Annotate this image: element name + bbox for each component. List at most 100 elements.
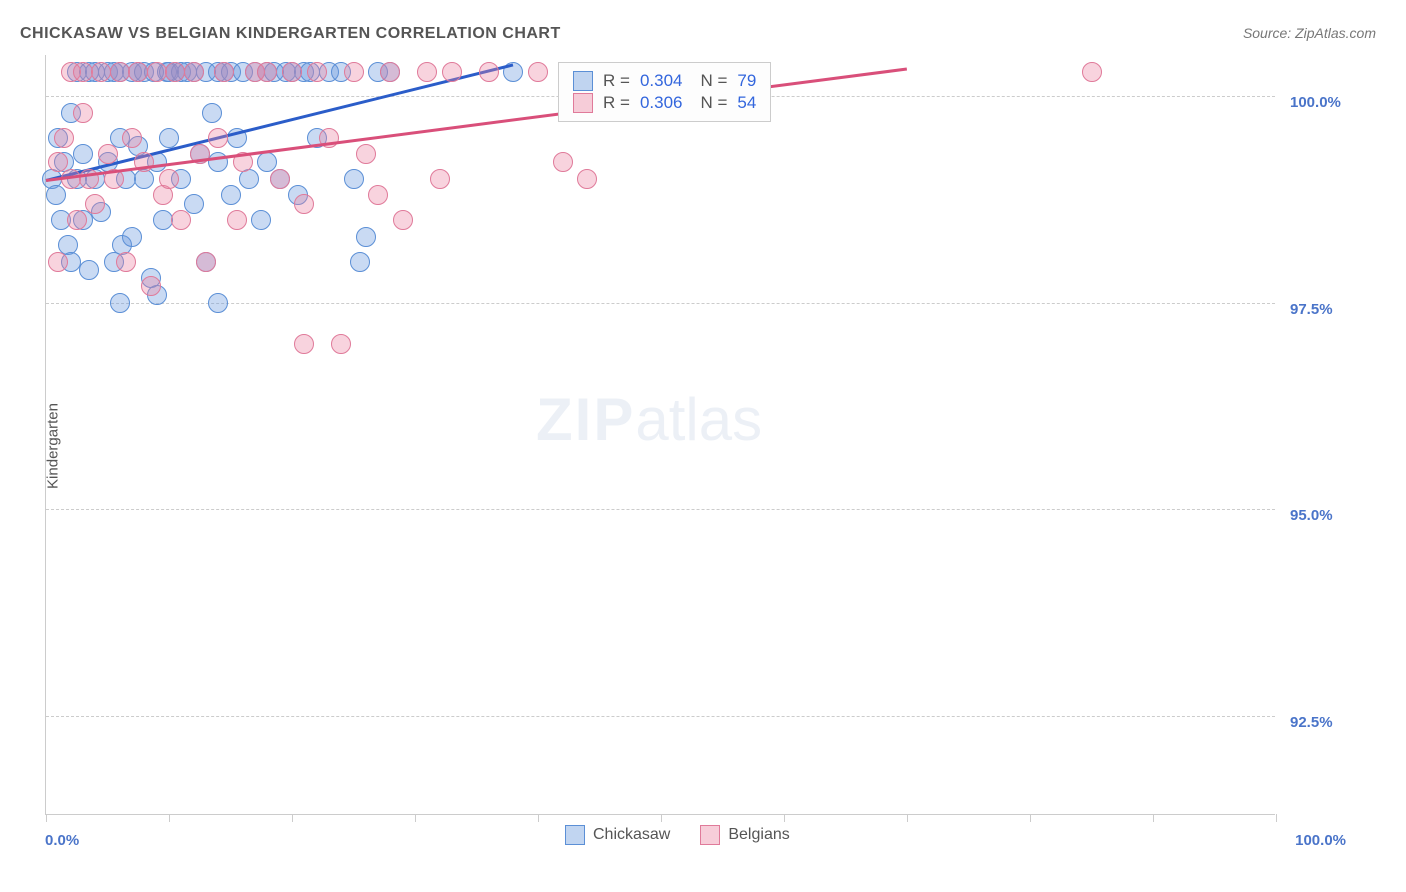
x-tick [907,814,908,822]
data-point [251,210,271,230]
series-swatch [573,93,593,113]
data-point [122,227,142,247]
gridline [46,509,1275,510]
data-point [184,62,204,82]
data-point [73,103,93,123]
data-point [128,62,148,82]
data-point [202,103,222,123]
data-point [528,62,548,82]
gridline [46,303,1275,304]
legend-label: Belgians [728,826,789,844]
x-tick [292,814,293,822]
data-point [67,210,87,230]
data-point [110,62,130,82]
source-label: Source: ZipAtlas.com [1243,25,1376,41]
plot-area: ZIPatlas [45,55,1275,815]
watermark-bold: ZIP [536,386,635,453]
data-point [553,152,573,172]
y-tick-label: 92.5% [1290,714,1333,731]
x-axis-max-label: 100.0% [1295,832,1346,849]
data-point [294,334,314,354]
x-tick [46,814,47,822]
r-value: 0.306 [640,93,683,113]
x-axis-min-label: 0.0% [45,832,79,849]
data-point [79,260,99,280]
data-point [196,252,216,272]
n-label: N = [700,71,727,91]
legend-item: Belgians [700,825,789,845]
data-point [442,62,462,82]
data-point [1082,62,1102,82]
n-value: 54 [737,93,756,113]
data-point [46,185,66,205]
data-point [368,185,388,205]
series-swatch [573,71,593,91]
x-tick [169,814,170,822]
data-point [577,169,597,189]
y-tick-label: 95.0% [1290,507,1333,524]
data-point [116,252,136,272]
data-point [227,210,247,230]
data-point [393,210,413,230]
stats-box: R = 0.304 N = 79 R = 0.306 N = 54 [558,62,771,122]
n-label: N = [700,93,727,113]
chart-title: CHICKASAW VS BELGIAN KINDERGARTEN CORREL… [20,25,561,43]
data-point [380,62,400,82]
data-point [91,62,111,82]
data-point [48,252,68,272]
data-point [73,144,93,164]
data-point [270,169,290,189]
r-value: 0.304 [640,71,683,91]
data-point [356,144,376,164]
data-point [165,62,185,82]
x-tick [1153,814,1154,822]
data-point [153,210,173,230]
y-tick-label: 97.5% [1290,301,1333,318]
stats-row: R = 0.306 N = 54 [573,93,756,113]
data-point [344,169,364,189]
watermark: ZIPatlas [536,385,762,454]
data-point [208,293,228,313]
r-label: R = [603,93,630,113]
legend-item: Chickasaw [565,825,670,845]
legend-swatch [565,825,585,845]
x-tick [661,814,662,822]
x-tick [415,814,416,822]
y-tick-label: 100.0% [1290,94,1341,111]
data-point [159,128,179,148]
n-value: 79 [737,71,756,91]
gridline [46,716,1275,717]
data-point [184,194,204,214]
data-point [417,62,437,82]
data-point [257,62,277,82]
data-point [479,62,499,82]
data-point [294,194,314,214]
data-point [307,62,327,82]
data-point [98,144,118,164]
x-tick [1030,814,1031,822]
data-point [214,62,234,82]
data-point [350,252,370,272]
r-label: R = [603,71,630,91]
data-point [85,194,105,214]
data-point [221,185,241,205]
data-point [356,227,376,247]
data-point [159,169,179,189]
data-point [430,169,450,189]
data-point [54,128,74,148]
data-point [147,62,167,82]
legend-swatch [700,825,720,845]
legend: Chickasaw Belgians [565,825,790,845]
data-point [208,128,228,148]
x-tick [784,814,785,822]
data-point [122,128,142,148]
x-tick [538,814,539,822]
data-point [331,334,351,354]
data-point [141,276,161,296]
data-point [282,62,302,82]
watermark-light: atlas [635,386,762,453]
legend-label: Chickasaw [593,826,670,844]
data-point [110,293,130,313]
data-point [344,62,364,82]
data-point [73,62,93,82]
